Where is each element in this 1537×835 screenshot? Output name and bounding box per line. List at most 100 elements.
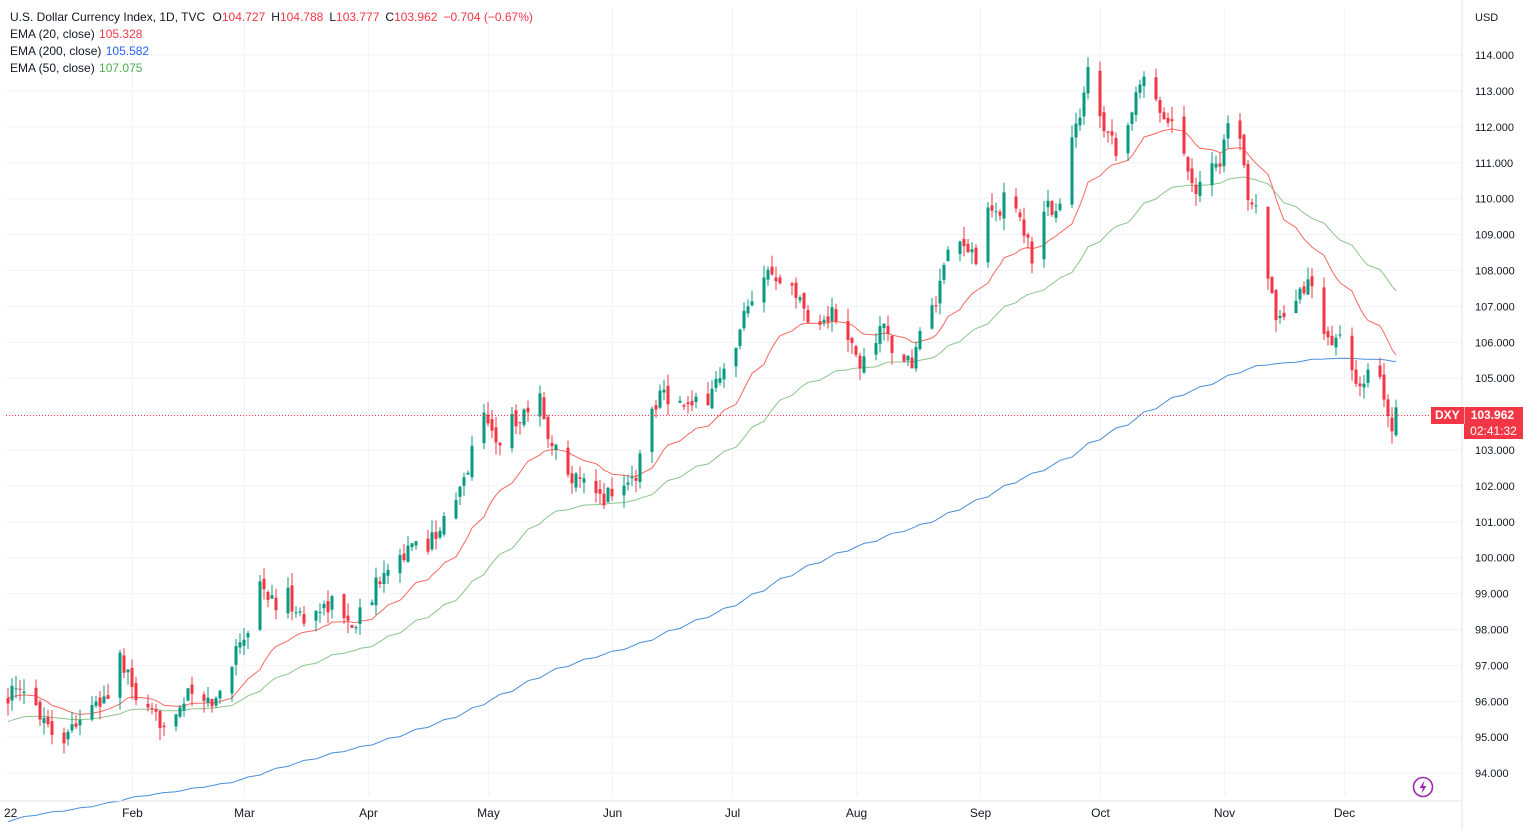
candle-body: [414, 541, 418, 546]
legend-ema-20[interactable]: EMA (20, close) 105.328: [10, 26, 539, 43]
legend-ema-50[interactable]: EMA (50, close) 107.075: [10, 60, 539, 77]
candle-body: [190, 684, 194, 694]
y-tick-label: 111.000: [1475, 158, 1513, 170]
x-tick-label: Nov: [1214, 806, 1235, 820]
candle-body: [270, 595, 274, 599]
candle-body: [934, 305, 938, 307]
candle-body: [662, 389, 666, 393]
candle-body: [1022, 219, 1026, 236]
candle-body: [482, 412, 486, 444]
candle-body: [1306, 279, 1310, 295]
y-tick-label: 95.000: [1475, 732, 1509, 744]
candle-body: [458, 486, 462, 497]
candle-body: [946, 249, 950, 262]
candle-body: [330, 596, 334, 610]
candle-body: [470, 445, 474, 478]
ohlc-high-value: 104.788: [279, 10, 324, 24]
candle-body: [314, 610, 318, 621]
x-tick-label: Apr: [359, 806, 378, 820]
candle-body: [806, 310, 810, 323]
candle-body: [1134, 92, 1138, 115]
candle-body: [734, 347, 738, 367]
candle-body: [370, 602, 374, 605]
candle-body: [1394, 407, 1398, 436]
candle-body: [1310, 276, 1314, 287]
candle-body: [1322, 287, 1326, 334]
y-tick-label: 108.000: [1475, 266, 1515, 278]
candle-body: [382, 572, 386, 584]
candle-body: [374, 577, 378, 606]
candle-body: [818, 321, 822, 325]
candle-body: [1242, 134, 1246, 166]
x-tick-label: Mar: [234, 806, 255, 820]
y-tick-label: 113.000: [1475, 86, 1514, 98]
candle-body: [602, 493, 606, 506]
badge-symbol: DXY: [1431, 406, 1465, 424]
candle-body: [22, 691, 26, 694]
time-axis[interactable]: 22 Feb Mar Apr May Jun Jul Aug Sep Oct Nov Dec: [0, 800, 1462, 820]
candle-body: [74, 723, 78, 727]
candle-body: [34, 687, 38, 705]
symbol-title: U.S. Dollar Currency Index, 1D, TVC: [10, 10, 206, 24]
candle-body: [694, 396, 698, 402]
candle-body: [606, 487, 610, 503]
candle-body: [626, 482, 630, 485]
candle-body: [746, 306, 750, 314]
candle-body: [766, 269, 770, 280]
candle-body: [1166, 117, 1170, 123]
lightning-bolt-icon[interactable]: [1412, 776, 1434, 798]
y-tick-label: 109.000: [1475, 230, 1515, 242]
badge-price: 103.962: [1470, 407, 1515, 422]
ohlc-open-value: 104.727: [221, 10, 266, 24]
candle-body: [658, 390, 662, 408]
x-tick-label: Oct: [1091, 806, 1110, 820]
candle-body: [1270, 277, 1274, 294]
legend-ema-200[interactable]: EMA (200, close) 105.582: [10, 43, 539, 60]
candle-body: [974, 247, 978, 264]
candle-body: [1222, 139, 1226, 167]
candle-body: [1334, 337, 1338, 348]
ema-50-label: EMA (50, close): [10, 61, 95, 75]
candle-body: [1098, 70, 1102, 117]
candle-body: [202, 694, 206, 702]
candle-body: [822, 319, 826, 323]
candle-body: [938, 280, 942, 304]
candle-body: [650, 408, 654, 452]
candle-body: [162, 725, 166, 728]
y-tick-label: 99.000: [1475, 589, 1509, 601]
y-tick-label: 107.000: [1475, 301, 1515, 313]
candle-body: [134, 683, 138, 701]
candle-body: [550, 442, 554, 447]
candle-body: [770, 266, 774, 275]
candle-body: [986, 207, 990, 263]
y-tick-label: 114.000: [1475, 50, 1514, 62]
candle-body: [1378, 365, 1382, 377]
candle-body: [150, 708, 154, 710]
candle-body: [46, 716, 50, 725]
ema-200-line: [7, 357, 1397, 823]
candle-body: [350, 624, 354, 628]
candle-body: [1382, 374, 1386, 400]
candle-body: [1278, 315, 1282, 319]
candle-body: [854, 346, 858, 355]
candle-body: [1330, 335, 1334, 346]
price-axis[interactable]: 94.000 95.000 96.000 97.000 98.000 99.000 100.…: [1461, 0, 1515, 830]
candle-body: [106, 695, 110, 699]
ema-50-line: [7, 176, 1397, 723]
candle-body: [130, 668, 134, 688]
candle-body: [290, 585, 294, 612]
candle-body: [762, 277, 766, 303]
candle-body: [1070, 137, 1074, 205]
candle-body: [666, 385, 670, 405]
candle-body: [958, 241, 962, 254]
candle-body: [994, 211, 998, 213]
candle-body: [494, 427, 498, 443]
candle-body: [1390, 417, 1394, 432]
candle-body: [690, 400, 694, 406]
ohlc-high-key: H: [271, 10, 280, 24]
candle-body: [186, 688, 190, 701]
candle-body: [1082, 92, 1086, 117]
candle-body: [1266, 206, 1270, 279]
